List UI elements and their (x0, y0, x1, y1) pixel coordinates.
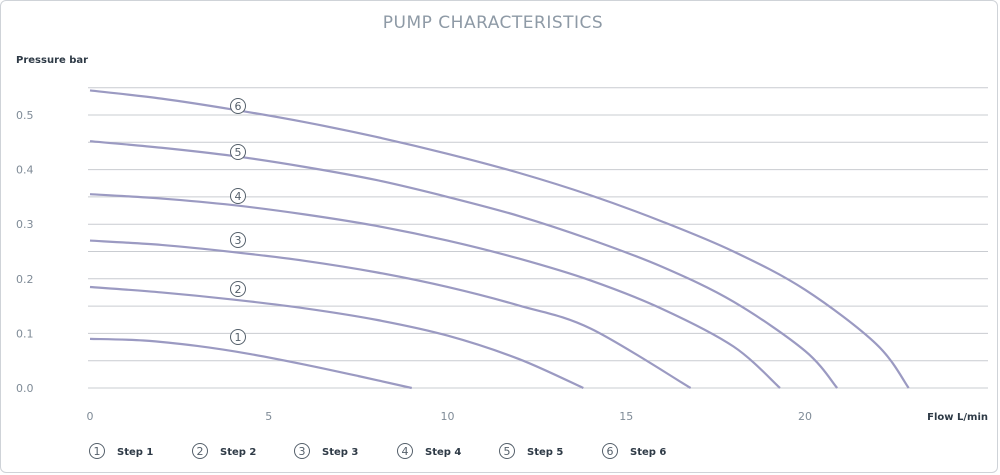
x-tick-label: 10 (441, 410, 455, 423)
curve-marker-3: 3 (230, 232, 246, 248)
curve-marker-label: 1 (235, 331, 242, 344)
legend-marker: 4 (402, 445, 409, 458)
curve-marker-2: 2 (230, 281, 246, 297)
curve-marker-label: 4 (235, 190, 242, 203)
legend-item-step-3: 3 Step 3 (294, 443, 358, 459)
x-axis-label: Flow L/min (927, 412, 988, 423)
curve-marker-4: 4 (230, 188, 246, 204)
curve-marker-label: 6 (235, 100, 242, 113)
curve-markers: 1 2 3 4 5 6 (230, 98, 246, 345)
y-tick-label: 0.2 (16, 273, 34, 286)
legend-label: Step 1 (117, 447, 153, 458)
x-tick-label: 20 (798, 410, 812, 423)
y-tick-label: 0.3 (16, 218, 34, 231)
legend-marker: 5 (504, 445, 511, 458)
y-axis-label: Pressure bar (16, 55, 88, 66)
legend-label: Step 4 (425, 447, 461, 458)
curve-marker-label: 3 (235, 234, 242, 247)
series-line-step-5 (89, 140, 839, 389)
y-tick-label: 0.4 (16, 164, 34, 177)
grid-lines (88, 87, 988, 389)
x-tick-label: 0 (87, 410, 94, 423)
legend-label: Step 5 (527, 447, 563, 458)
pump-curves (89, 89, 910, 390)
legend-marker: 1 (94, 445, 101, 458)
x-tick-label: 5 (265, 410, 272, 423)
curve-marker-label: 5 (235, 146, 242, 159)
series-line-step-2 (89, 285, 584, 390)
legend-marker: 6 (607, 445, 614, 458)
series-line-step-6 (89, 89, 910, 389)
legend-marker: 3 (299, 445, 306, 458)
legend-item-step-4: 4 Step 4 (397, 443, 461, 459)
legend-label: Step 3 (322, 447, 358, 458)
y-tick-label: 0.5 (16, 109, 34, 122)
curve-marker-6: 6 (230, 98, 246, 114)
legend-label: Step 2 (220, 447, 256, 458)
legend-item-step-1: 1 Step 1 (89, 443, 153, 459)
legend-label: Step 6 (630, 447, 666, 458)
legend: 1 Step 1 2 Step 2 3 Step 3 4 Step 4 5 Step 5 6 Step… (89, 443, 666, 459)
curve-marker-5: 5 (230, 144, 246, 160)
y-tick-label: 0.0 (16, 382, 34, 395)
series-line-step-1 (89, 337, 412, 390)
legend-item-step-6: 6 Step 6 (602, 443, 666, 459)
legend-item-step-2: 2 Step 2 (192, 443, 256, 459)
x-tick-label: 15 (619, 410, 633, 423)
y-axis-ticks: 0.0 0.1 0.2 0.3 0.4 0.5 (16, 109, 34, 395)
curve-marker-1: 1 (230, 329, 246, 345)
y-tick-label: 0.1 (16, 327, 34, 340)
curve-marker-label: 2 (235, 283, 242, 296)
x-axis-ticks: 0 5 10 15 20 (87, 410, 813, 423)
chart-title: PUMP CHARACTERISTICS (383, 13, 603, 33)
legend-item-step-5: 5 Step 5 (499, 443, 563, 459)
series-line-step-4 (89, 193, 781, 389)
series-line-step-3 (89, 239, 692, 389)
legend-marker: 2 (197, 445, 204, 458)
